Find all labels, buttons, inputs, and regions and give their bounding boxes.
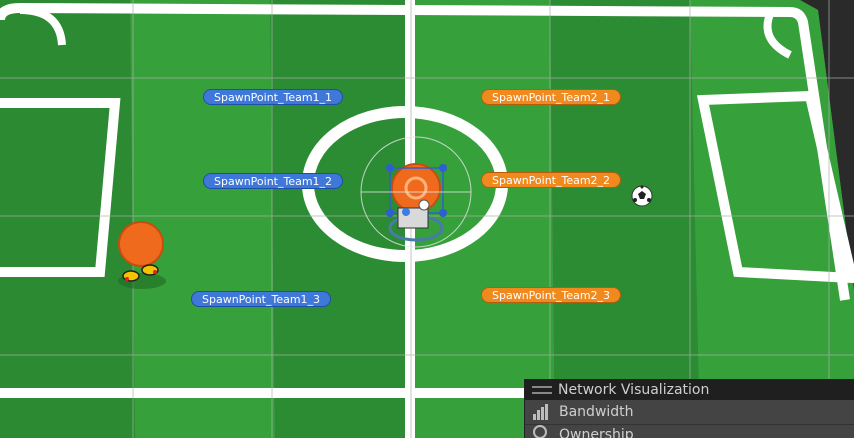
spawn-point-team2-2[interactable]: SpawnPoint_Team2_2 [481,172,622,188]
ownership-label: Ownership [559,427,634,438]
selected-player-gizmo-icon[interactable] [360,136,472,248]
spawn-point-team1-3[interactable]: SpawnPoint_Team1_3 [191,291,332,307]
spawn-point-team2-1[interactable]: SpawnPoint_Team2_1 [481,89,622,105]
soccer-ball-icon[interactable] [631,185,653,207]
network-visualization-panel: Network Visualization Bandwidth Ownershi… [524,379,854,438]
ownership-toggle[interactable]: Ownership [525,425,854,438]
drag-handle-icon[interactable] [532,386,552,394]
spawn-point-team1-1[interactable]: SpawnPoint_Team1_1 [203,89,344,105]
bandwidth-toggle[interactable]: Bandwidth [525,400,854,425]
bandwidth-bars-icon [533,404,555,420]
panel-header[interactable]: Network Visualization [525,380,854,400]
ownership-icon [533,425,555,438]
spawn-point-team1-2[interactable]: SpawnPoint_Team1_2 [203,173,344,189]
panel-title: Network Visualization [558,382,710,398]
bandwidth-label: Bandwidth [559,404,634,420]
spawn-point-team2-3[interactable]: SpawnPoint_Team2_3 [481,287,622,303]
orange-player-icon[interactable] [118,221,166,289]
